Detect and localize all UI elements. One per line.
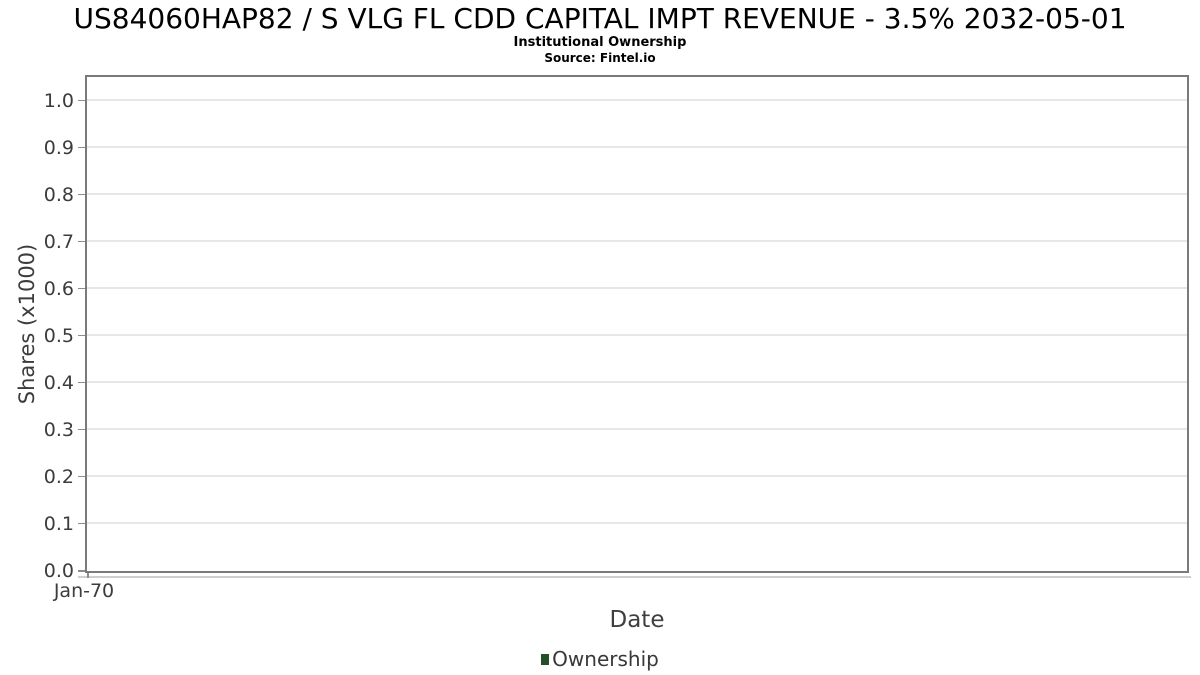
x-axis-tick-mark bbox=[87, 573, 89, 578]
y-tick-mark bbox=[78, 193, 85, 196]
y-tick-mark bbox=[78, 381, 85, 384]
y-axis-tick-labels: 0.0 0.1 0.2 0.3 0.4 0.5 0.6 0.7 0.8 0.9 1.0 bbox=[0, 77, 74, 582]
chart-title: US84060HAP82 / S VLG FL CDD CAPITAL IMPT… bbox=[73, 2, 1127, 35]
plot-area bbox=[85, 75, 1189, 573]
y-tick-label: 0.1 bbox=[43, 512, 74, 535]
y-tick-label: 0.6 bbox=[43, 277, 74, 300]
gridline bbox=[87, 522, 1187, 524]
y-tick-label: 0.0 bbox=[43, 560, 74, 582]
legend: Ownership bbox=[0, 647, 1200, 671]
gridline bbox=[87, 99, 1187, 101]
gridline bbox=[87, 287, 1187, 289]
x-axis-title: Date bbox=[609, 607, 665, 633]
y-tick-label: 0.3 bbox=[43, 418, 74, 441]
x-axis-tick-label: Jan-70 bbox=[53, 580, 115, 602]
y-tick-label: 0.2 bbox=[43, 465, 74, 488]
y-tick-mark bbox=[78, 522, 85, 525]
y-tick-label: 1.0 bbox=[43, 89, 74, 112]
legend-marker-ownership bbox=[541, 653, 550, 665]
y-tick-mark bbox=[78, 287, 85, 290]
gridline bbox=[87, 428, 1187, 430]
chart-subtitle: Institutional Ownership bbox=[513, 35, 687, 50]
chart-source: Source: Fintel.io bbox=[544, 51, 656, 65]
y-tick-mark bbox=[78, 570, 85, 572]
y-tick-label: 0.7 bbox=[43, 230, 74, 253]
x-axis-line bbox=[78, 576, 1191, 578]
y-tick-mark bbox=[78, 334, 85, 337]
y-tick-mark bbox=[78, 240, 85, 243]
gridline bbox=[87, 193, 1187, 195]
y-axis-tick-marks bbox=[78, 77, 85, 572]
y-tick-label: 0.8 bbox=[43, 183, 74, 206]
gridline bbox=[87, 475, 1187, 477]
y-tick-label: 0.4 bbox=[43, 371, 74, 394]
y-tick-label: 0.9 bbox=[43, 136, 74, 159]
y-tick-mark bbox=[78, 475, 85, 478]
legend-label-ownership: Ownership bbox=[552, 647, 659, 671]
gridline bbox=[87, 146, 1187, 148]
gridline bbox=[87, 334, 1187, 336]
y-tick-mark bbox=[78, 428, 85, 431]
gridline bbox=[87, 381, 1187, 383]
y-tick-mark bbox=[78, 146, 85, 149]
gridline bbox=[87, 240, 1187, 242]
y-tick-mark bbox=[78, 99, 85, 102]
y-tick-label: 0.5 bbox=[43, 324, 74, 347]
